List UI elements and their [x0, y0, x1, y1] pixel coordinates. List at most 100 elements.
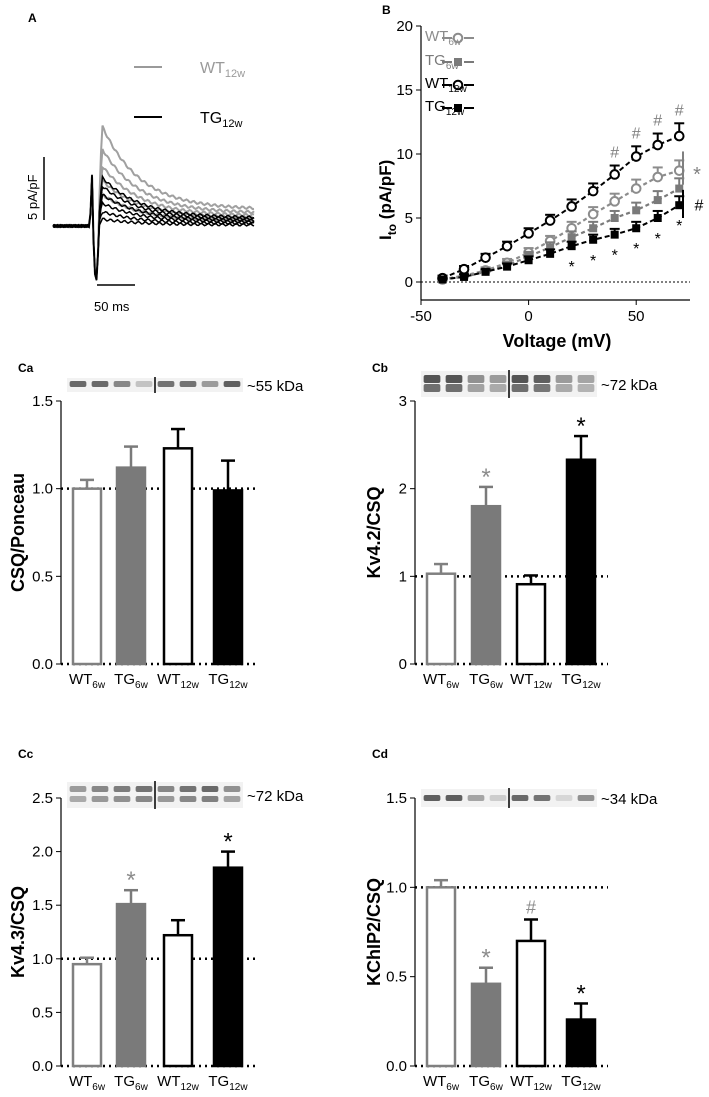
blot-band: [223, 786, 241, 792]
data-point: [546, 243, 555, 252]
data-point: [630, 151, 642, 162]
trace-tg12-3: [52, 176, 255, 280]
blot-band: [69, 796, 87, 802]
y-tick-label: 1.5: [386, 790, 407, 807]
x-tick-label: -50: [410, 308, 432, 325]
y-tick-label: 1.0: [32, 481, 53, 498]
bar-1: [470, 982, 502, 1068]
blot-band: [179, 786, 197, 792]
y-tick-label: 10: [396, 146, 413, 163]
data-point: [501, 240, 513, 252]
blot-band: [157, 786, 175, 792]
data-point: [632, 224, 641, 233]
x-tick-label: WT6w: [69, 671, 106, 691]
y-tick-label: 15: [396, 82, 413, 99]
panel-ca-chart: 0.0 0.5 1.0 1.5 WT6w TG6w WT12w TG12w CSQ/Poncea…: [8, 377, 304, 691]
data-point: [589, 235, 598, 244]
panel-label-cc: Cc: [18, 747, 34, 761]
blot-band: [489, 375, 507, 383]
panel-cb-chart: 0 1 2 3 WT6w * TG6w WT12w * TG12w Kv4.2/CSQ ~72 kDa: [364, 370, 658, 691]
panel-a-traces: [52, 125, 255, 281]
data-point: [652, 171, 664, 183]
blot-band: [467, 795, 485, 801]
data-point: [587, 185, 599, 197]
blot-band: [135, 786, 153, 792]
blot-band: [445, 375, 463, 383]
data-point: [523, 228, 534, 239]
blot-band: [113, 381, 131, 387]
data-point: [589, 224, 598, 233]
hash-mark: #: [610, 145, 619, 162]
blot-band: [423, 375, 441, 383]
x-tick-label: TG12w: [561, 671, 601, 691]
blot-band: [157, 381, 175, 387]
bar-3: [212, 866, 244, 1068]
bar-0: [425, 886, 457, 1068]
y-axis-label: CSQ/Ponceau: [8, 473, 28, 592]
bar-3: [565, 1018, 597, 1068]
star-mark: *: [590, 253, 596, 270]
series-line-2: [442, 135, 680, 280]
blot-band: [223, 796, 241, 802]
blot-band: [135, 381, 153, 387]
panel-label-cb: Cb: [372, 361, 388, 375]
x-tick-label: TG6w: [469, 671, 503, 691]
panel-cc-chart: 0.0 0.5 1.0 1.5 2.0 2.5 WT6w * TG6w WT12w * TG12w Kv…: [8, 781, 304, 1093]
panel-label-b: B: [382, 3, 391, 17]
bar-0: [425, 572, 457, 666]
blot-band: [201, 786, 219, 792]
bar-1: [115, 466, 147, 666]
y-tick-label: 2.5: [32, 790, 53, 807]
data-point: [652, 139, 664, 151]
blot-band: [445, 795, 463, 801]
blot-band: [555, 384, 573, 392]
blot-band: [113, 796, 131, 802]
y-tick-label: 0: [405, 274, 413, 291]
y-tick-label: 1: [399, 568, 407, 585]
x-tick-label: WT6w: [423, 1073, 460, 1093]
y-axis-label: Kv4.2/CSQ: [364, 486, 384, 578]
blot-band: [69, 786, 87, 792]
blot-band: [577, 795, 595, 801]
blot-band: [91, 786, 109, 792]
panel-label-ca: Ca: [18, 361, 34, 375]
blot-image: [67, 781, 243, 809]
data-point: [546, 249, 555, 258]
y-tick-label: 0.0: [32, 1058, 53, 1075]
x-tick-label: WT6w: [69, 1073, 106, 1093]
bracket-star: *: [693, 164, 701, 186]
x-tick-label: WT12w: [510, 671, 552, 691]
band-size-label: ~55 kDa: [247, 378, 304, 395]
band-size-label: ~72 kDa: [601, 377, 658, 394]
blot-band: [555, 795, 573, 801]
panel-label-a: A: [28, 11, 37, 25]
blot-band: [533, 795, 551, 801]
scalebar-x-label: 50 ms: [94, 299, 130, 314]
legend-label-tg12b: TG12w: [425, 98, 465, 118]
panel-b-y-axis-label: Ito (pA/pF): [376, 160, 399, 240]
blot-band: [555, 375, 573, 383]
trace-wt12-0: [52, 125, 255, 279]
blot-band: [489, 384, 507, 392]
blot-band: [179, 796, 197, 802]
blot-image: [421, 370, 597, 398]
data-point: [438, 275, 447, 284]
y-tick-label: 2.0: [32, 844, 53, 861]
data-point: [653, 214, 662, 222]
data-point: [524, 256, 533, 265]
x-tick-label: WT12w: [510, 1073, 552, 1093]
blot-band: [577, 384, 595, 392]
panel-b-x-axis-label: Voltage (mV): [503, 331, 612, 351]
bar-1: [470, 504, 502, 666]
star-mark: *: [655, 231, 661, 248]
data-point: [610, 230, 619, 239]
panel-cd-chart: 0.0 0.5 1.0 1.5 WT6w * TG6w # WT12w * TG12w KChIP2/…: [364, 788, 658, 1093]
trace-tg12-5: [52, 176, 255, 279]
y-tick-label: 0.5: [32, 568, 53, 585]
hash-mark: #: [675, 102, 684, 119]
data-point: [632, 206, 641, 215]
x-tick-label: TG12w: [208, 671, 248, 691]
star-mark: *: [676, 218, 682, 235]
bar-3: [565, 458, 597, 666]
